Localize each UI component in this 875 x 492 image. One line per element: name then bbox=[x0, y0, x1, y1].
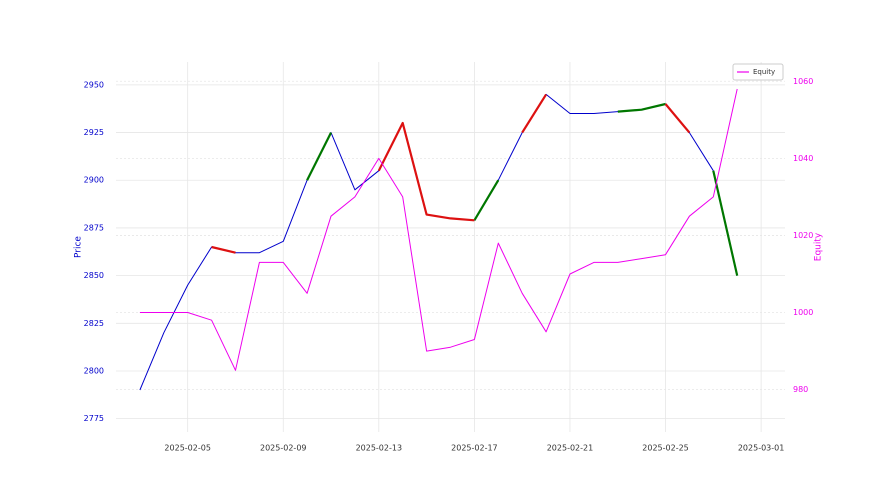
x-tick-label: 2025-02-17 bbox=[451, 444, 498, 453]
y2-tick-label: 1040 bbox=[793, 154, 813, 163]
x-tick-label: 2025-02-21 bbox=[547, 444, 594, 453]
x-tick-label: 2025-02-05 bbox=[164, 444, 211, 453]
y-tick-label: 2900 bbox=[84, 176, 104, 185]
x-tick-label: 2025-03-01 bbox=[738, 444, 785, 453]
y2-tick-label: 1020 bbox=[793, 231, 813, 240]
x-tick-label: 2025-02-09 bbox=[260, 444, 307, 453]
x-tick-label: 2025-02-25 bbox=[642, 444, 689, 453]
series-line bbox=[139, 93, 738, 391]
series-line bbox=[306, 102, 739, 276]
series-line bbox=[139, 88, 738, 371]
y2-tick-label: 1060 bbox=[793, 77, 813, 86]
x-tick-label: 2025-02-13 bbox=[356, 444, 403, 453]
y-tick-label: 2925 bbox=[84, 128, 104, 137]
y2-axis-label: Equity bbox=[814, 232, 824, 261]
y-axis-label: Price bbox=[74, 236, 84, 258]
y-tick-label: 2825 bbox=[84, 319, 104, 328]
y2-tick-label: 980 bbox=[793, 385, 808, 394]
y-tick-label: 2850 bbox=[84, 271, 104, 280]
y-tick-label: 2800 bbox=[84, 366, 104, 375]
series-line bbox=[211, 93, 691, 254]
y-tick-label: 2950 bbox=[84, 80, 104, 89]
legend-label: Equity bbox=[753, 68, 775, 76]
legend-box bbox=[732, 63, 784, 81]
y-tick-label: 2875 bbox=[84, 223, 104, 232]
y2-tick-label: 1000 bbox=[793, 308, 813, 317]
y-tick-label: 2775 bbox=[84, 414, 104, 423]
